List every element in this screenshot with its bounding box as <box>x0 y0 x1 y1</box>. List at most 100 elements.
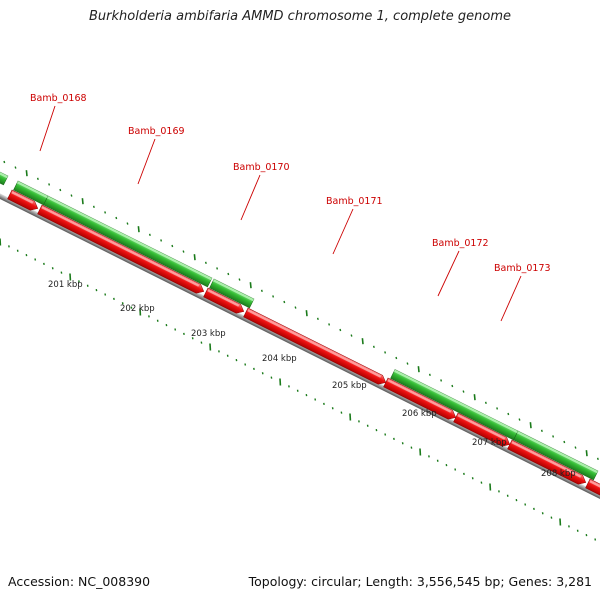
kbp-label: 202 kbp <box>120 304 155 314</box>
genome-summary-text: Topology: circular; Length: 3,556,545 bp… <box>248 574 592 589</box>
outer-tick <box>507 412 510 416</box>
gene-leader-line <box>332 208 354 255</box>
outer-tick <box>92 205 95 209</box>
outer-tick <box>574 446 577 449</box>
outer-tick <box>518 418 521 421</box>
outer-tick <box>260 289 263 293</box>
gene-label-bamb_0171[interactable]: Bamb_0171 <box>326 196 383 255</box>
outer-tick <box>104 211 107 214</box>
gene-label-bamb_0169[interactable]: Bamb_0169 <box>128 126 185 185</box>
outer-tick <box>417 366 420 373</box>
outer-tick <box>361 338 364 345</box>
gene-name[interactable]: Bamb_0168 <box>30 93 87 104</box>
outer-tick <box>272 295 275 298</box>
outer-tick <box>137 226 140 233</box>
outer-tick <box>81 198 84 205</box>
kbp-label: 203 kbp <box>191 329 226 339</box>
outer-tick <box>328 323 331 326</box>
gene-leader-line <box>500 275 522 322</box>
forward-gene-block <box>0 161 9 186</box>
kbp-label: 205 kbp <box>332 381 367 391</box>
reverse-gene-arrow <box>383 377 457 420</box>
gene-label-bamb_0172[interactable]: Bamb_0172 <box>432 238 489 297</box>
outer-tick <box>440 379 443 382</box>
outer-tick <box>316 317 319 321</box>
gene-leader-line <box>240 174 261 221</box>
outer-tick <box>529 422 532 429</box>
outer-tick <box>596 457 599 461</box>
gene-name[interactable]: Bamb_0173 <box>494 263 551 274</box>
outer-tick <box>3 160 6 164</box>
forward-gene-block <box>13 180 49 206</box>
outer-tick <box>428 373 431 377</box>
outer-tick <box>204 261 207 265</box>
reverse-gene-arrow <box>507 439 587 485</box>
outer-tick <box>249 282 252 289</box>
outer-tick <box>563 440 566 444</box>
gene-name[interactable]: Bamb_0171 <box>326 196 383 207</box>
gene-name[interactable]: Bamb_0169 <box>128 126 185 137</box>
outer-tick <box>59 188 62 192</box>
outer-tick <box>372 345 375 349</box>
reverse-gene-arrow <box>203 287 245 314</box>
outer-tick <box>339 328 342 332</box>
reverse-gene-arrow <box>243 307 387 385</box>
outer-tick <box>193 254 196 261</box>
outer-tick <box>451 384 454 388</box>
outer-tick <box>395 356 398 360</box>
map-title: Burkholderia ambifaria AMMD chromosome 1… <box>88 9 512 24</box>
outer-tick <box>305 310 308 317</box>
outer-tick <box>48 183 51 186</box>
forward-gene-block <box>209 278 255 309</box>
kbp-scale-labels: 201 kbp 202 kbp 203 kbp 204 kbp 205 kbp 206 k… <box>48 280 576 479</box>
accession-text: Accession: NC_008390 <box>8 574 151 589</box>
forward-strand-genes <box>0 161 599 481</box>
reverse-gene-arrow <box>453 412 511 447</box>
inner-tick-marks <box>0 238 597 541</box>
outer-tick <box>473 394 476 401</box>
outer-tick <box>36 177 39 181</box>
outer-tick <box>182 250 185 253</box>
kbp-label: 207 kbp <box>472 438 507 448</box>
outer-tick <box>406 362 409 365</box>
outer-tick-marks <box>3 160 599 461</box>
forward-gene-block <box>43 195 213 288</box>
kbp-label: 201 kbp <box>48 280 83 290</box>
outer-tick <box>238 278 241 281</box>
outer-tick <box>462 390 465 393</box>
outer-tick <box>540 429 543 433</box>
outer-tick <box>160 239 163 242</box>
outer-tick <box>496 407 499 410</box>
outer-tick <box>115 216 118 220</box>
kbp-label: 206 kbp <box>402 409 437 419</box>
outer-tick <box>216 267 219 270</box>
reverse-gene-arrow <box>585 478 600 501</box>
outer-tick <box>552 435 555 438</box>
reverse-strand-genes <box>7 189 600 501</box>
gene-label-bamb_0173[interactable]: Bamb_0173 <box>494 263 551 322</box>
gene-name[interactable]: Bamb_0170 <box>233 162 290 173</box>
gene-label-bamb_0170[interactable]: Bamb_0170 <box>233 162 290 221</box>
kbp-label: 208 kbp <box>541 469 576 479</box>
outer-tick <box>384 351 387 354</box>
kbp-label: 204 kbp <box>262 354 297 364</box>
gene-labels: Bamb_0168 Bamb_0169 Bamb_0170 Bamb_0171 Bamb… <box>30 93 551 322</box>
outer-tick <box>126 222 129 225</box>
outer-tick <box>70 194 73 197</box>
forward-gene-block <box>513 430 599 481</box>
reverse-gene-arrow <box>7 189 39 211</box>
gene-leader-line <box>39 105 56 152</box>
outer-tick <box>227 272 230 276</box>
outer-tick <box>148 233 151 237</box>
outer-tick <box>171 244 174 248</box>
gene-name[interactable]: Bamb_0172 <box>432 238 489 249</box>
outer-tick <box>585 450 588 457</box>
outer-tick <box>25 170 28 177</box>
outer-tick <box>294 306 297 309</box>
outer-tick <box>14 166 17 169</box>
gene-leader-line <box>137 138 156 185</box>
gene-label-bamb_0168[interactable]: Bamb_0168 <box>30 93 87 152</box>
outer-tick <box>283 300 286 304</box>
